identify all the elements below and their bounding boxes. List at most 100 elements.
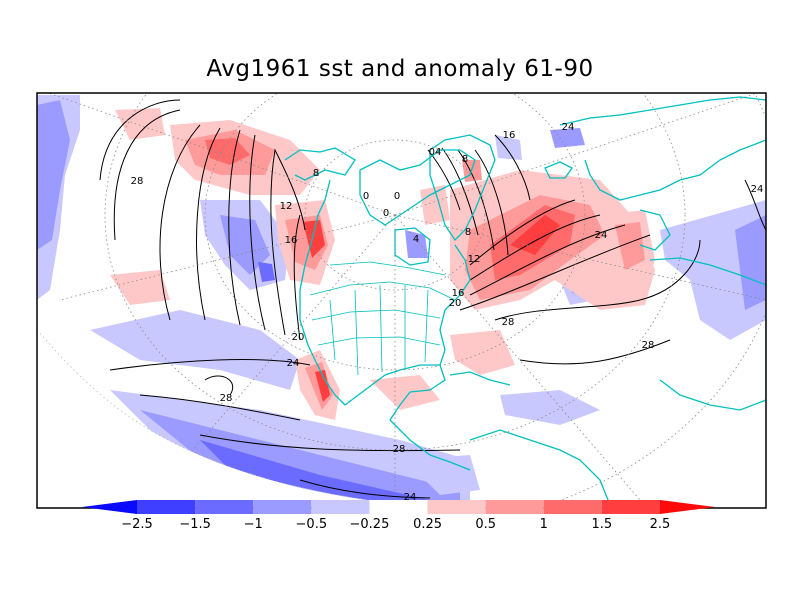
colorbar-label: 1 bbox=[540, 517, 548, 532]
contour-line bbox=[109, 359, 311, 371]
contour-label-c0-a: 0 bbox=[363, 191, 369, 202]
coastline-arctic-islands bbox=[359, 149, 476, 226]
anomaly-patch bbox=[315, 370, 330, 402]
contour-line bbox=[469, 199, 576, 266]
boundary bbox=[354, 289, 359, 376]
coastlines bbox=[284, 96, 766, 506]
colorbar-label: 2.5 bbox=[650, 517, 671, 532]
contour-line bbox=[469, 224, 626, 296]
colorbar-arrow-low bbox=[82, 500, 137, 514]
colorbar-label: 0.25 bbox=[413, 517, 442, 532]
coastline-central-america bbox=[389, 419, 471, 471]
contour-label-c24-europe: 24 bbox=[562, 122, 575, 133]
sst-contours bbox=[99, 99, 766, 499]
anomaly-patch bbox=[405, 455, 480, 495]
contour-label-c12-atl: 12 bbox=[468, 254, 481, 265]
positive-anomaly-shading bbox=[110, 108, 655, 420]
anomaly-patch bbox=[550, 128, 585, 148]
colorbar: −2.5 −1.5 −1 −0.5 −0.25 0.25 0.5 1 1.5 2.5 bbox=[82, 500, 715, 532]
contour-line bbox=[457, 149, 495, 251]
contour-line bbox=[494, 134, 531, 201]
anomaly-patch bbox=[615, 222, 645, 270]
anomaly-patch bbox=[735, 215, 766, 310]
colorbar-box bbox=[601, 500, 660, 514]
contour-label-c20-atl: 20 bbox=[449, 298, 462, 309]
contour-line bbox=[519, 339, 671, 365]
anomaly-patch bbox=[303, 220, 325, 258]
contour-label-c28-atl: 28 bbox=[502, 317, 515, 328]
contour-label-c4-hudson: 4 bbox=[413, 234, 419, 245]
anomaly-patch bbox=[110, 270, 170, 305]
anomaly-patch bbox=[370, 375, 440, 410]
graticule bbox=[37, 93, 766, 508]
anomaly-patch bbox=[200, 440, 430, 508]
boundary bbox=[329, 299, 336, 361]
anomaly-patch bbox=[140, 410, 460, 508]
latitude-circle bbox=[104, 93, 686, 451]
coastline-iberia bbox=[639, 209, 671, 251]
contour-line bbox=[474, 149, 509, 256]
coastline-south-america bbox=[469, 429, 611, 506]
contour-line bbox=[228, 129, 241, 326]
anomaly-patch bbox=[258, 262, 275, 282]
contour-label-c16-green: 16 bbox=[503, 130, 516, 141]
anomaly-patch bbox=[510, 215, 560, 255]
contour-line bbox=[459, 234, 651, 311]
boundary bbox=[317, 336, 441, 346]
contour-label-c28-pac-south: 28 bbox=[220, 393, 233, 404]
coastline-gulf-of-mexico bbox=[344, 364, 446, 421]
contour-line bbox=[494, 239, 701, 321]
contour-label-c16-atl: 16 bbox=[452, 288, 465, 299]
colorbar-box bbox=[195, 500, 254, 514]
boundary bbox=[329, 261, 446, 276]
contour-label-c24-east: 24 bbox=[751, 184, 764, 195]
contour-line bbox=[196, 127, 221, 321]
contour-label-c0-c: 0 bbox=[383, 208, 389, 219]
contour-line bbox=[113, 109, 181, 241]
contour-line bbox=[159, 124, 201, 321]
contour-line bbox=[469, 214, 601, 281]
contour-line bbox=[199, 434, 461, 452]
contour-label-c24-pac: 24 bbox=[287, 358, 300, 369]
colorbar-box bbox=[485, 500, 544, 514]
colorbar-label: −0.25 bbox=[350, 517, 390, 532]
contour-label-c0-b: 0 bbox=[394, 191, 400, 202]
colorbar-box bbox=[427, 500, 486, 514]
coastline-greenland bbox=[429, 134, 496, 242]
coastline-iceland bbox=[544, 161, 573, 179]
meridian bbox=[59, 214, 396, 301]
contour-label-c04-green: 04 bbox=[429, 147, 442, 158]
anomaly-patch bbox=[220, 215, 270, 275]
colorbar-label: 0.5 bbox=[475, 517, 496, 532]
political-boundaries bbox=[309, 261, 456, 376]
contour-label-c28-pac-north: 28 bbox=[131, 176, 144, 187]
contour-line bbox=[270, 148, 306, 336]
boundary bbox=[309, 281, 456, 301]
colorbar-label: 1.5 bbox=[592, 517, 613, 532]
colorbar-arrow-high bbox=[660, 500, 715, 514]
contour-label-c20-pac: 20 bbox=[292, 332, 305, 343]
contour-label-c24-atl: 24 bbox=[595, 230, 608, 241]
coastline-caribbean bbox=[449, 371, 511, 386]
contour-line bbox=[204, 375, 233, 396]
contour-label-c28-atl-east: 28 bbox=[642, 340, 655, 351]
anomaly-patch bbox=[495, 135, 522, 160]
anomaly-patch bbox=[37, 100, 70, 250]
contour-label-c24-bottom: 24 bbox=[404, 492, 417, 503]
colorbar-label: −1 bbox=[244, 517, 263, 532]
anomaly-patch bbox=[115, 108, 165, 140]
latitude-circle bbox=[204, 93, 586, 371]
boundary bbox=[379, 284, 383, 373]
anomaly-patch bbox=[205, 138, 250, 165]
coastline-alaska bbox=[284, 147, 356, 181]
anomaly-patch bbox=[405, 230, 428, 258]
coastline-west-north-america bbox=[299, 179, 346, 406]
colorbar-label: −0.5 bbox=[296, 517, 328, 532]
contour-label-c8-lab: 8 bbox=[465, 227, 471, 238]
contour-line bbox=[744, 179, 766, 231]
contour-line bbox=[293, 214, 301, 341]
coastline-hudson-bay bbox=[394, 227, 431, 266]
anomaly-patch bbox=[450, 330, 515, 375]
